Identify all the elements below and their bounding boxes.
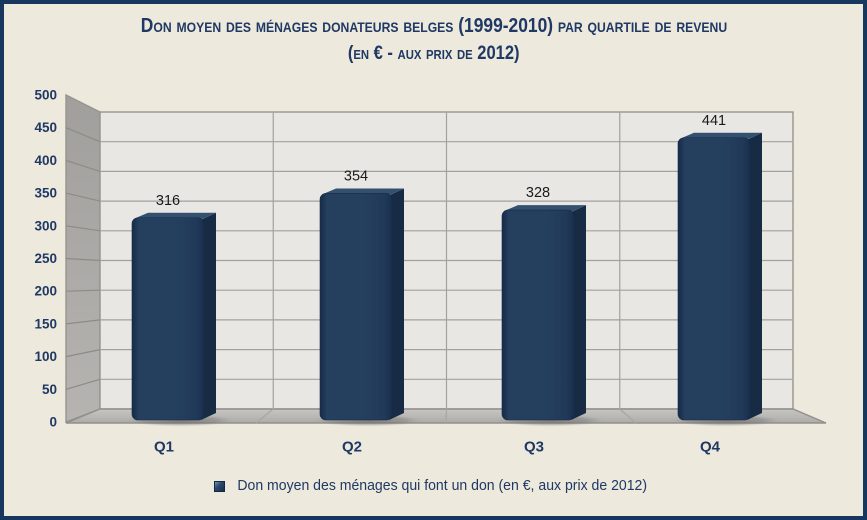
bar-top-face <box>322 188 404 195</box>
y-tick-label: 250 <box>34 251 57 266</box>
side-wall-gridline <box>65 192 101 202</box>
bar-Q2: 354 <box>314 168 422 427</box>
chart-legend: Don moyen des ménages qui font un don (e… <box>0 478 867 494</box>
category-label: Q2 <box>342 439 362 456</box>
side-wall-gridline <box>65 257 101 262</box>
data-label: 354 <box>344 168 368 184</box>
chart-title: Don moyen des ménages donateurs belges (… <box>0 13 867 68</box>
legend-label: Don moyen des ménages qui font un don (e… <box>237 478 647 494</box>
side-wall-gridline <box>65 289 101 292</box>
y-tick-label: 0 <box>49 415 57 430</box>
y-tick-label: 200 <box>34 284 57 299</box>
data-label: 316 <box>156 193 180 209</box>
bar-top-face <box>680 132 762 139</box>
side-wall-gridline <box>65 159 101 172</box>
bar-side-face <box>747 132 762 420</box>
side-wall-gridline <box>65 225 101 232</box>
y-tick-label: 450 <box>34 120 57 135</box>
floor-separator <box>619 408 637 424</box>
data-label: 441 <box>702 113 726 129</box>
side-wall-gridline <box>65 349 101 358</box>
bar-Q3: 328 <box>496 185 604 427</box>
side-wall-gridline <box>65 378 101 390</box>
y-tick-label: 500 <box>34 88 57 103</box>
bar-front-face <box>501 209 575 421</box>
bar-side-face <box>201 212 216 420</box>
bar-front-face <box>677 137 751 421</box>
category-label: Q3 <box>524 439 544 456</box>
y-tick-label: 400 <box>34 153 57 168</box>
bar-side-face <box>571 205 586 420</box>
bar-side-face <box>389 188 404 420</box>
bar-Q1: 316 <box>126 193 234 427</box>
legend-marker-icon <box>213 480 225 492</box>
bar-front-face <box>319 193 393 421</box>
chart-title-line1: Don moyen des ménages donateurs belges (… <box>140 15 727 37</box>
side-wall-gridline <box>65 127 101 143</box>
category-label: Q4 <box>700 439 721 456</box>
floor-separator <box>445 408 448 424</box>
chart-title-line2: (en € - aux prix de 2012) <box>347 43 520 64</box>
bar-top-face <box>504 205 586 212</box>
y-tick-label: 100 <box>34 349 57 364</box>
bar-Q4: 441 <box>672 113 780 427</box>
category-label: Q1 <box>154 439 174 456</box>
y-tick-label: 300 <box>34 218 57 233</box>
bar-front-face <box>131 217 205 421</box>
side-wall-gridline <box>65 319 101 325</box>
y-tick-label: 50 <box>42 382 57 397</box>
data-label: 328 <box>526 185 550 201</box>
bar-top-face <box>134 212 216 219</box>
y-tick-label: 350 <box>34 186 57 201</box>
y-tick-label: 150 <box>34 316 57 331</box>
floor-separator <box>255 408 274 424</box>
